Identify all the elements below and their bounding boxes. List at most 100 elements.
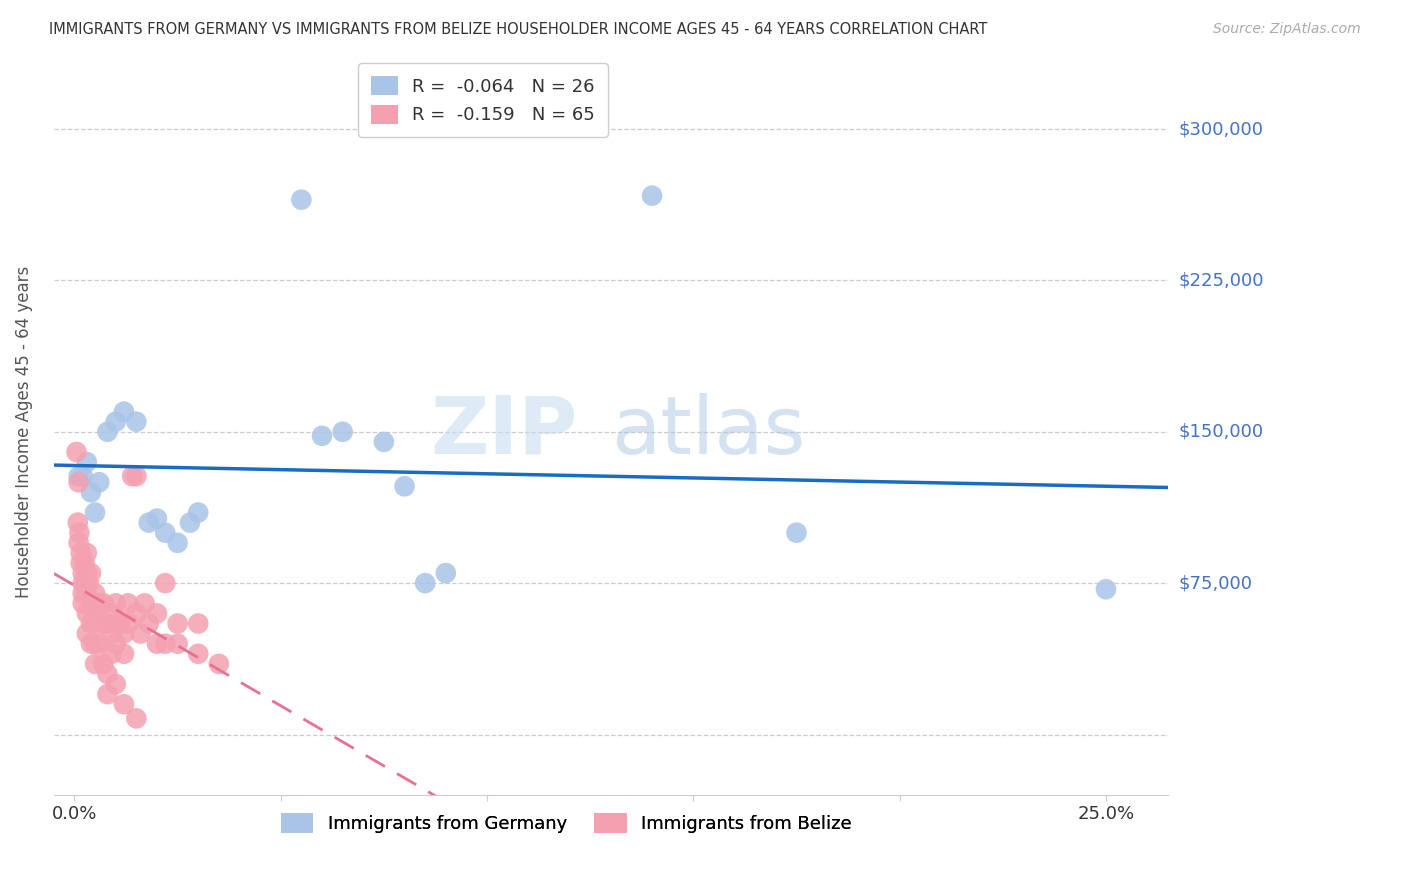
Text: $300,000: $300,000 (1180, 120, 1264, 138)
Point (67, 469, 90, 483)
Point (146, 637, 169, 651)
Point (117, 596, 139, 610)
Point (80, 485, 103, 500)
Point (84, 506, 107, 520)
Point (76, 626, 98, 640)
Point (1095, 582, 1118, 597)
Point (89, 475, 111, 490)
Point (394, 479, 416, 493)
Point (332, 425, 354, 439)
Point (77, 576, 100, 591)
Point (73, 576, 96, 591)
Point (76, 586, 98, 600)
Point (80, 637, 103, 651)
Point (104, 637, 127, 651)
Point (80, 596, 103, 610)
Point (138, 616, 160, 631)
Point (112, 698, 135, 712)
Point (786, 525, 808, 540)
Point (72, 596, 94, 610)
Text: $75,000: $75,000 (1180, 574, 1253, 592)
Point (104, 616, 127, 631)
Point (84, 607, 107, 621)
Point (100, 626, 122, 640)
Point (80, 566, 103, 580)
Point (89, 596, 111, 610)
Point (155, 525, 177, 540)
Point (72, 586, 94, 600)
Point (100, 647, 122, 661)
Point (166, 637, 188, 651)
Point (67, 536, 90, 550)
Point (100, 607, 122, 621)
Point (125, 607, 148, 621)
Point (641, 188, 664, 202)
Point (96, 425, 118, 439)
Point (208, 657, 231, 671)
Point (67, 475, 90, 490)
Point (84, 586, 107, 600)
Point (76, 546, 98, 560)
Point (104, 596, 127, 610)
Point (155, 576, 177, 591)
Point (146, 511, 169, 525)
Point (373, 434, 395, 449)
Point (84, 637, 107, 651)
Point (187, 506, 209, 520)
Point (72, 469, 94, 483)
Point (187, 616, 209, 631)
Point (104, 677, 127, 691)
Point (138, 516, 160, 530)
Text: ZIP: ZIP (430, 392, 578, 471)
Text: Source: ZipAtlas.com: Source: ZipAtlas.com (1213, 22, 1361, 37)
Point (80, 616, 103, 631)
Point (72, 566, 94, 580)
Point (125, 415, 148, 429)
Point (89, 637, 111, 651)
Point (112, 626, 135, 640)
Point (112, 404, 135, 418)
Text: atlas: atlas (610, 392, 806, 471)
Point (125, 469, 148, 483)
Point (112, 647, 135, 661)
Point (108, 616, 131, 631)
Point (434, 566, 457, 580)
Point (146, 607, 169, 621)
Point (179, 516, 201, 530)
Point (96, 667, 118, 681)
Point (76, 455, 98, 469)
Point (67, 525, 90, 540)
Point (65, 445, 87, 459)
Text: $150,000: $150,000 (1180, 423, 1264, 441)
Point (121, 469, 143, 483)
Point (117, 616, 139, 631)
Point (413, 576, 436, 591)
Point (125, 711, 148, 725)
Point (187, 647, 209, 661)
Point (129, 626, 152, 640)
Point (73, 556, 96, 570)
Legend: Immigrants from Germany, Immigrants from Belize: Immigrants from Germany, Immigrants from… (274, 806, 859, 840)
Y-axis label: Householder Income Ages 45 - 64 years: Householder Income Ages 45 - 64 years (15, 266, 32, 598)
Point (76, 566, 98, 580)
Point (72, 576, 94, 591)
Point (166, 536, 188, 550)
Point (69, 546, 91, 560)
Point (84, 657, 107, 671)
Point (96, 687, 118, 701)
Point (93, 596, 115, 610)
Point (93, 657, 115, 671)
Point (93, 616, 115, 631)
Point (89, 616, 111, 631)
Point (76, 607, 98, 621)
Point (166, 616, 188, 631)
Point (96, 616, 118, 631)
Point (311, 429, 333, 443)
Point (134, 596, 156, 610)
Text: IMMIGRANTS FROM GERMANY VS IMMIGRANTS FROM BELIZE HOUSEHOLDER INCOME AGES 45 - 6: IMMIGRANTS FROM GERMANY VS IMMIGRANTS FR… (49, 22, 987, 37)
Point (155, 637, 177, 651)
Point (66, 516, 89, 530)
Text: $225,000: $225,000 (1180, 271, 1264, 289)
Point (290, 193, 312, 207)
Point (69, 556, 91, 570)
